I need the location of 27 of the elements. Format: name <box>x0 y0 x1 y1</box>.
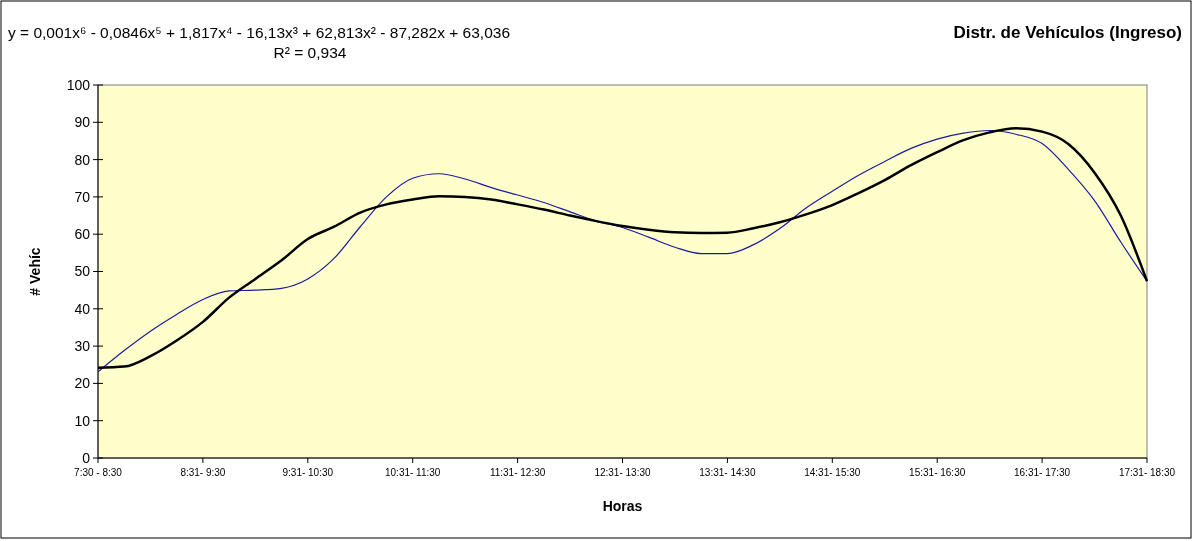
y-tick-label: 70 <box>74 188 91 205</box>
y-tick-label: 80 <box>74 151 91 168</box>
x-tick-label: 14:31- 15:30 <box>804 467 861 478</box>
x-axis-title: Horas <box>602 498 643 514</box>
x-tick-label: 10:31- 11:30 <box>384 467 441 478</box>
text: y = 0,001x⁶ - 0,0846x⁵ + 1,817x⁴ - 16,13x³ + 62,813x² - 87,282x + 63,036 <box>8 24 511 41</box>
x-tick-label: 12:31- 13:30 <box>594 467 652 478</box>
chart-title: Distr. de Vehículos (Ingreso) <box>953 23 1182 42</box>
text: R² = 0,934 <box>273 44 347 61</box>
x-tick-label: 9:31- 10:30 <box>282 467 334 478</box>
y-tick-label: 60 <box>74 226 91 243</box>
y-tick-label: 100 <box>66 76 91 93</box>
y-tick-label: 0 <box>82 449 91 466</box>
y-tick-label: 10 <box>74 412 91 429</box>
x-tick-label: 15:31- 16:30 <box>909 467 966 478</box>
x-tick-label: 7:30 - 8:30 <box>74 467 123 478</box>
y-tick-label: 40 <box>74 300 91 317</box>
y-tick-label: 30 <box>74 338 91 354</box>
x-tick-label: 8:31- 9:30 <box>180 467 226 478</box>
x-tick-label: 11:31- 12:30 <box>489 467 546 478</box>
y-tick-label: 50 <box>74 263 91 280</box>
y-axis-title: # Vehíc <box>27 247 43 296</box>
y-tick-label: 20 <box>74 375 91 392</box>
x-tick-label: 13:31- 14:30 <box>699 467 756 478</box>
y-tick-label: 90 <box>74 114 91 131</box>
x-tick-label: 17:31- 18:30 <box>1118 467 1176 478</box>
x-tick-label: 16:31- 17:30 <box>1014 467 1071 478</box>
